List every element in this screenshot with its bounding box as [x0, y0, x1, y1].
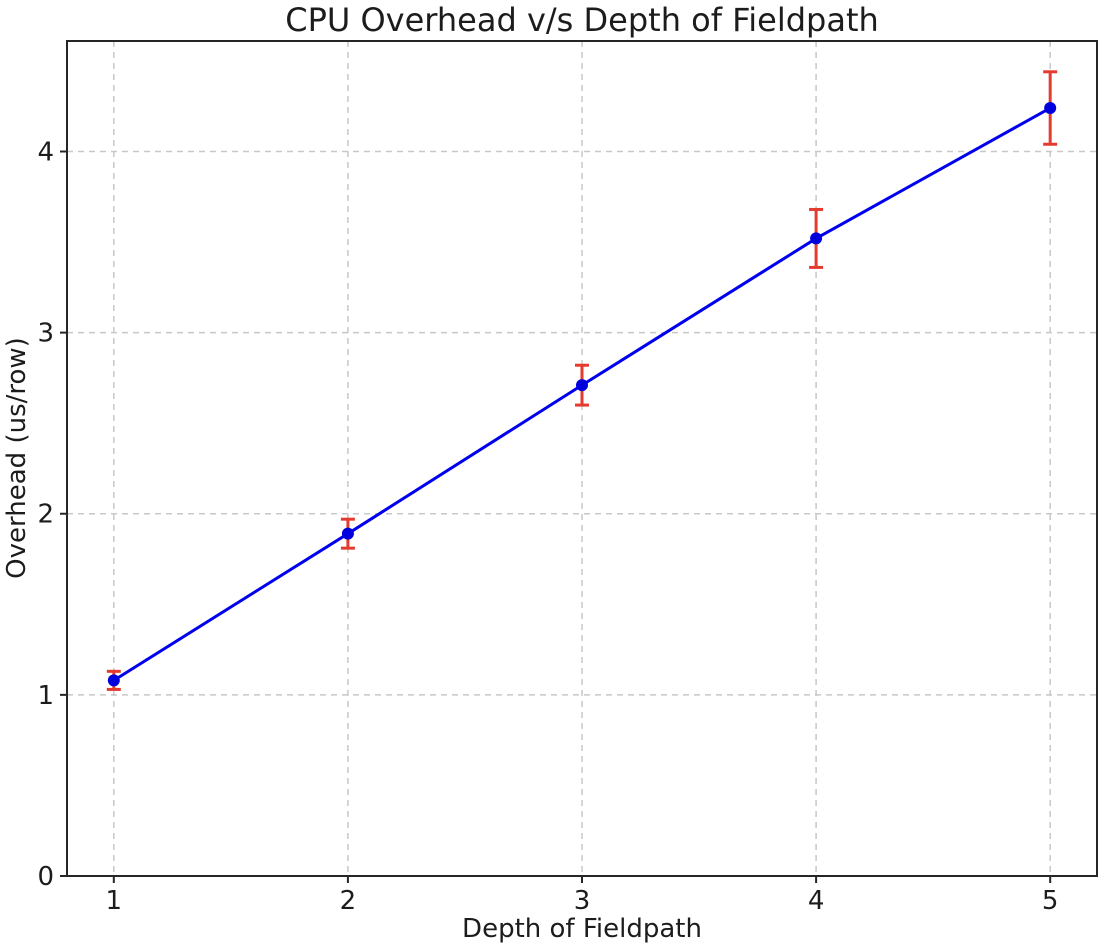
x-tick-label: 5	[1042, 886, 1059, 916]
y-tick-label: 3	[37, 319, 54, 349]
x-tick-label: 1	[106, 886, 123, 916]
data-point	[341, 527, 354, 540]
data-point	[810, 232, 823, 245]
y-axis-label: Overhead (us/row)	[2, 337, 32, 579]
data-point	[107, 674, 120, 687]
y-tick-label: 4	[37, 137, 54, 167]
data-point	[1044, 102, 1057, 115]
x-tick-label: 3	[574, 886, 591, 916]
x-tick-label: 2	[340, 886, 357, 916]
plot-area: 1 2 3 4 5 0 1 2 3 4	[37, 40, 1098, 916]
data-point	[576, 379, 588, 392]
y-tick-label: 1	[37, 681, 54, 711]
x-axis-label: Depth of Fieldpath	[462, 914, 702, 944]
chart-title: CPU Overhead v/s Depth of Fieldpath	[285, 1, 879, 39]
x-tick-label: 4	[808, 886, 825, 916]
y-tick-label: 2	[37, 500, 54, 530]
y-tick-label: 0	[37, 862, 54, 892]
